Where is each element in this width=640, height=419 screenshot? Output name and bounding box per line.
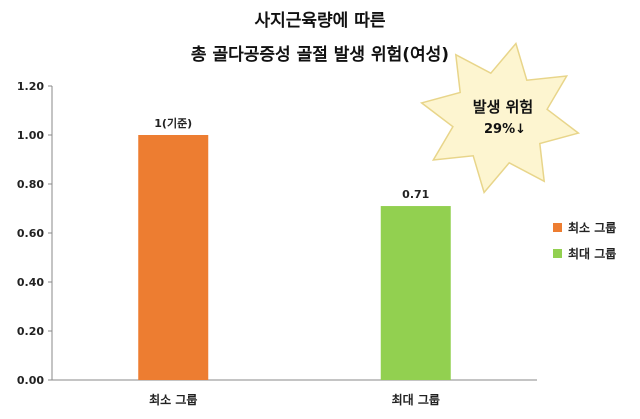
risk-callout: 발생 위험 29%↓: [419, 41, 581, 195]
y-tick-label: 0.20: [17, 325, 44, 338]
y-tick-label: 0.00: [17, 374, 44, 387]
legend-label: 최대 그룹: [568, 246, 616, 261]
chart-title-line1: 사지근육량에 따른: [254, 11, 386, 31]
y-tick-label: 0.60: [17, 227, 44, 240]
data-labels: 1(기준) 0.71: [154, 116, 429, 201]
callout-starburst: [419, 41, 581, 195]
y-tick-label: 0.40: [17, 276, 44, 289]
y-axis-ticks: 0.00 0.20 0.40 0.60 0.80 1.00 1.20: [17, 80, 52, 387]
bar-value-label: 1(기준): [154, 116, 192, 130]
y-tick-label: 1.20: [17, 80, 44, 93]
bar: [138, 135, 209, 380]
bars: [138, 135, 451, 380]
callout-line2: 29%↓: [484, 122, 526, 137]
callout-line1: 발생 위험: [473, 98, 533, 116]
x-category-label: 최대 그룹: [392, 392, 440, 407]
chart-title-line2: 총 골다공증성 골절 발생 위험(여성): [190, 45, 450, 65]
x-axis-labels: 최소 그룹 최대 그룹: [149, 392, 440, 407]
x-category-label: 최소 그룹: [149, 392, 197, 407]
legend-swatch: [553, 223, 562, 232]
legend-label: 최소 그룹: [568, 220, 616, 235]
legend-swatch: [553, 249, 562, 258]
y-tick-label: 0.80: [17, 178, 44, 191]
bar-value-label: 0.71: [402, 188, 429, 201]
y-tick-label: 1.00: [17, 129, 44, 142]
bar: [380, 206, 451, 380]
